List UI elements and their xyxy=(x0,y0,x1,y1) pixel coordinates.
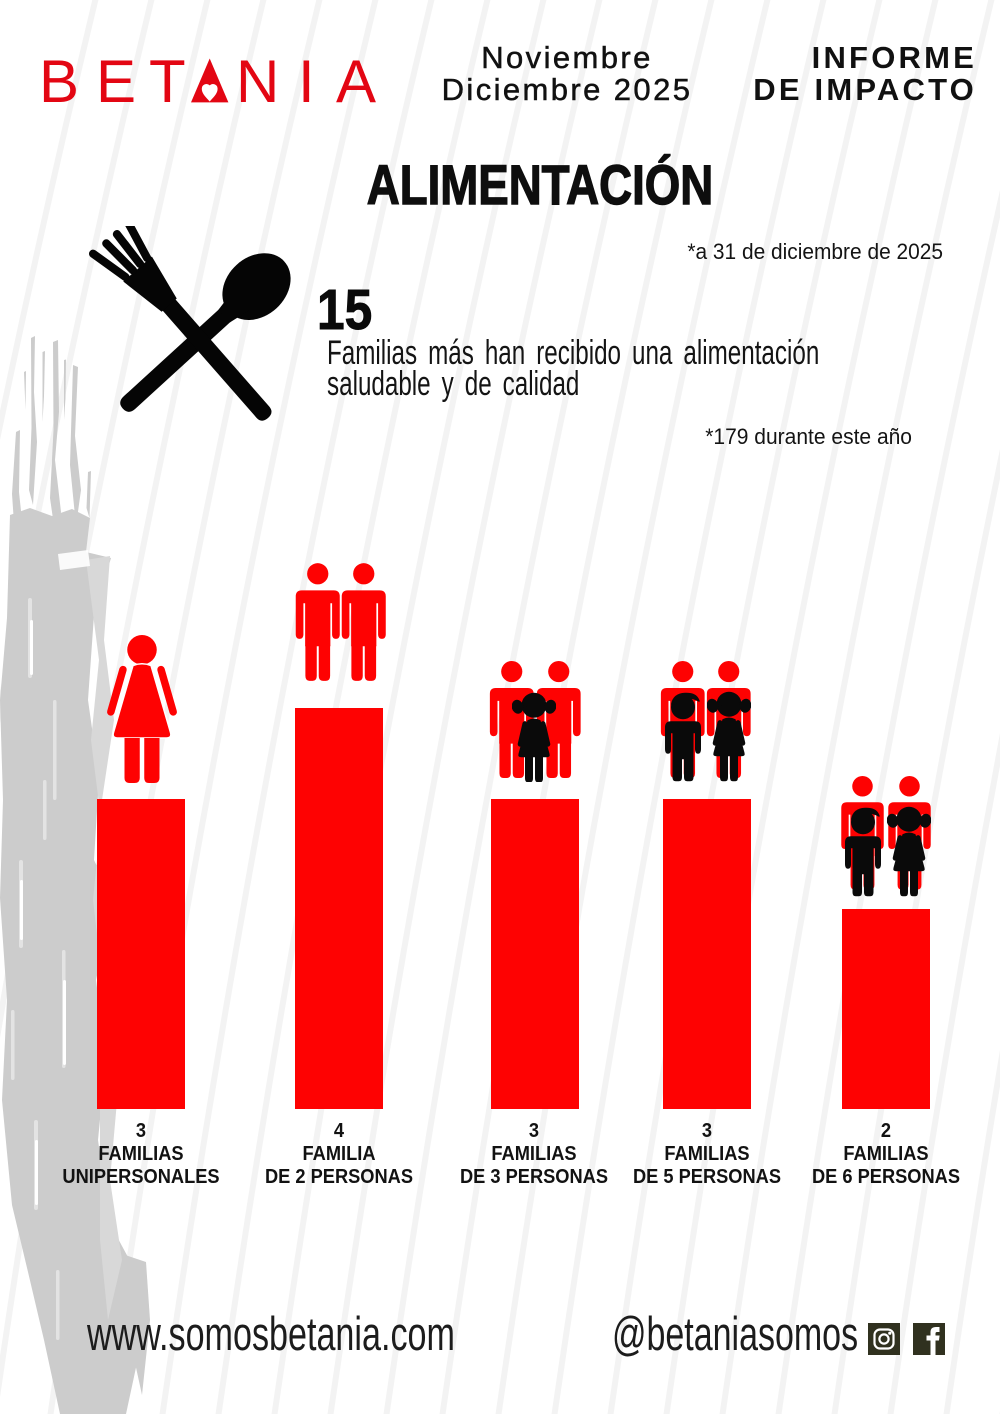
svg-text:A: A xyxy=(336,53,376,107)
svg-text:T: T xyxy=(149,53,186,107)
svg-text:E: E xyxy=(96,53,136,107)
svg-text:I: I xyxy=(298,53,315,107)
svg-text:N: N xyxy=(236,53,279,107)
svg-text:B: B xyxy=(39,53,79,107)
